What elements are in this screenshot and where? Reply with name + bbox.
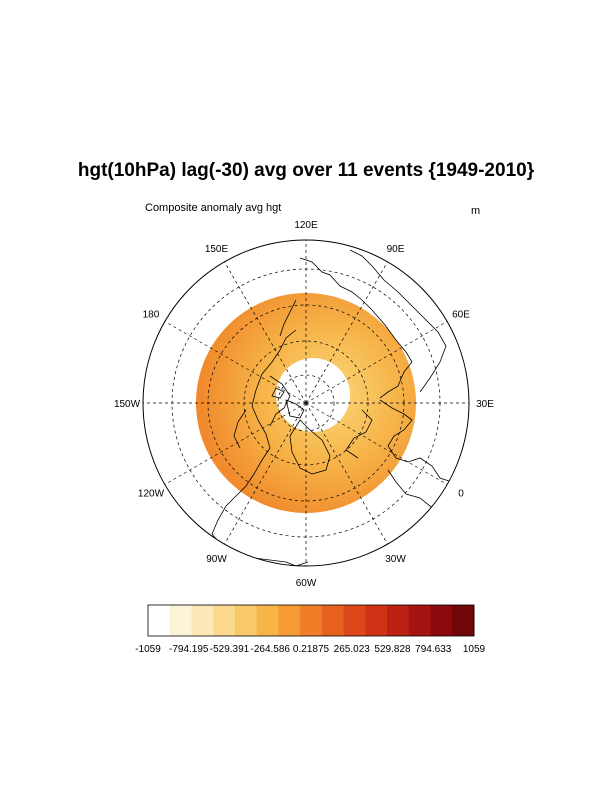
longitude-label: 90W (206, 554, 227, 565)
colorbar-frame (147, 604, 475, 637)
colorbar-swatch (234, 605, 258, 636)
longitude-label: 30W (385, 554, 406, 565)
colorbar-label: 794.633 (415, 644, 452, 655)
longitude-label: 120W (138, 489, 165, 500)
longitude-label: 60W (296, 578, 317, 589)
colorbar-label: -264.586 (251, 644, 291, 655)
colorbar-label: 0.21875 (293, 644, 330, 655)
colorbar-swatch (343, 605, 366, 636)
colorbar-swatch (278, 605, 301, 636)
colorbar-swatch (387, 605, 410, 636)
colorbar-swatch (148, 605, 171, 636)
colorbar-swatch (365, 605, 388, 636)
colorbar-swatch (256, 605, 279, 636)
longitude-label: 150W (114, 399, 141, 410)
colorbar-label: -794.195 (169, 644, 209, 655)
map-boundary (142, 239, 470, 567)
colorbar: -1059 -794.195 -529.391 -264.586 0.21875 265.… (135, 604, 486, 655)
colorbar-swatch (169, 605, 192, 636)
colorbar-swatch (430, 605, 453, 636)
longitude-label: 0 (458, 489, 464, 500)
longitude-label: 120E (294, 220, 318, 231)
longitude-label: 30E (476, 399, 494, 410)
colorbar-label: -529.391 (210, 644, 250, 655)
meridian-lines (143, 240, 469, 566)
longitude-labels: 120E 90E 60E 30E 0 30W 60W 90W 120W 150W 180 150E (114, 220, 494, 589)
colorbar-swatch (452, 605, 475, 636)
longitude-label: 60E (452, 310, 470, 321)
longitude-label: 150E (205, 244, 229, 255)
colorbar-label: 1059 (463, 644, 486, 655)
colorbar-swatch (213, 605, 236, 636)
colorbar-swatch (300, 605, 323, 636)
colorbar-swatch (321, 605, 345, 636)
longitude-label: 180 (143, 310, 160, 321)
plot-title: hgt(10hPa) lag(-30) avg over 11 events {… (77, 160, 535, 181)
coastlines (211, 249, 453, 566)
colorbar-label: 529.828 (374, 644, 411, 655)
longitude-label: 90E (387, 244, 405, 255)
plot-subtitle: Composite anomaly avg hgt (145, 202, 282, 214)
units-label: m (471, 205, 481, 217)
colorbar-label: 265.023 (334, 644, 371, 655)
colorbar-swatch (408, 605, 432, 636)
pole-missing-region (276, 358, 350, 432)
colorbar-label: -1059 (135, 644, 161, 655)
colorbar-swatch (191, 605, 214, 636)
